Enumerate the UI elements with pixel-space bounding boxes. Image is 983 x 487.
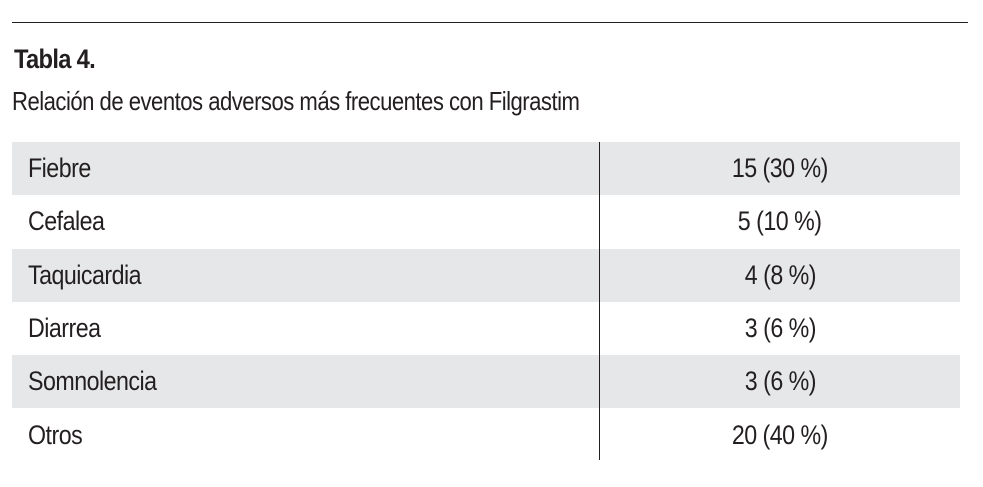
row-value: 5 (10 %) — [600, 195, 960, 248]
row-value-text: 3 (6 %) — [744, 313, 816, 344]
row-label: Diarrea — [28, 313, 101, 344]
row-value: 3 (6 %) — [600, 355, 960, 408]
row-label: Fiebre — [28, 153, 91, 184]
row-label: Somnolencia — [28, 366, 157, 397]
table-row: Fiebre 15 (30 %) — [12, 142, 960, 196]
table-row: Taquicardia 4 (8 %) — [12, 248, 960, 302]
table-row: Somnolencia 3 (6 %) — [12, 355, 960, 409]
row-label: Cefalea — [28, 206, 105, 237]
row-value-text: 20 (40 %) — [731, 419, 829, 450]
table-title: Tabla 4. — [14, 44, 96, 74]
row-value: 4 (8 %) — [600, 249, 960, 302]
row-value: 15 (30 %) — [600, 142, 960, 195]
adverse-events-table: Fiebre 15 (30 %) Cefalea 5 (10 %) Taquic… — [12, 142, 960, 462]
table-row: Cefalea 5 (10 %) — [12, 195, 960, 248]
table-caption: Relación de eventos adversos más frecuen… — [12, 86, 580, 116]
row-value: 3 (6 %) — [600, 302, 960, 355]
column-divider — [599, 142, 600, 460]
row-value: 20 (40 %) — [600, 408, 960, 461]
table-row: Otros 20 (40 %) — [12, 408, 960, 461]
table-row: Diarrea 3 (6 %) — [12, 302, 960, 355]
row-value-text: 3 (6 %) — [744, 366, 816, 397]
row-label: Otros — [28, 419, 83, 450]
row-value-text: 4 (8 %) — [744, 259, 816, 290]
row-label: Taquicardia — [28, 259, 142, 290]
row-value-text: 15 (30 %) — [731, 153, 829, 184]
row-value-text: 5 (10 %) — [738, 206, 822, 237]
top-rule — [12, 22, 968, 23]
